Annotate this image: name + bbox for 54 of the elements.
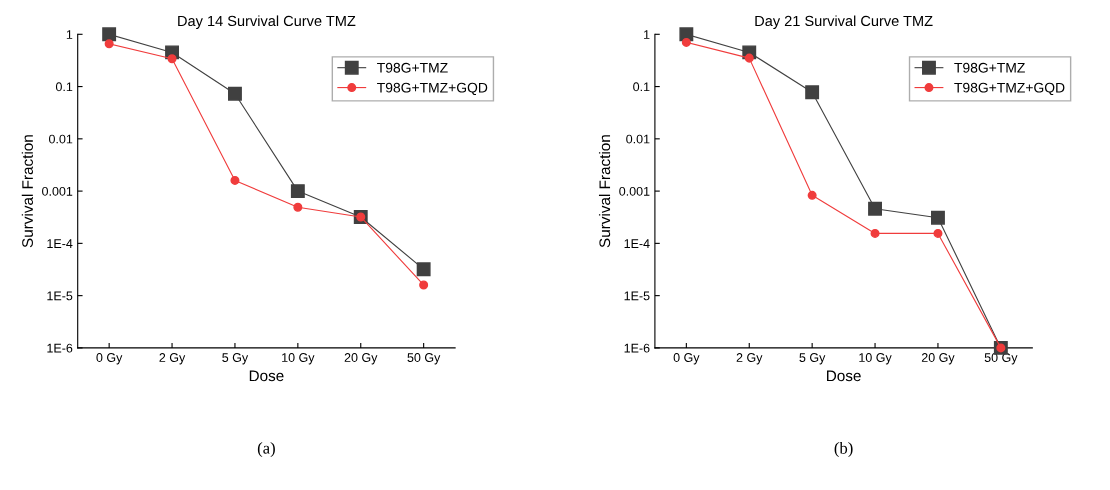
legend-label: T98G+TMZ bbox=[377, 62, 448, 73]
point bbox=[681, 37, 691, 47]
x-tick-label: 50 Gy bbox=[407, 353, 441, 365]
y-tick-label: 1E-4 bbox=[47, 239, 73, 248]
x-tick-label: 20 Gy bbox=[921, 353, 955, 365]
text: (b) bbox=[834, 441, 853, 458]
x-axis-title: Dose bbox=[249, 370, 284, 382]
y-tick-label: 0.01 bbox=[626, 134, 650, 144]
legend-label: T98G+TMZ+GQD bbox=[954, 82, 1065, 96]
y-axis-title: Survival Fraction bbox=[21, 135, 33, 248]
point bbox=[104, 39, 114, 49]
legend-label: T98G+TMZ bbox=[954, 62, 1025, 73]
x-tick-label: 2 Gy bbox=[159, 353, 186, 365]
point bbox=[290, 184, 305, 199]
point bbox=[419, 280, 429, 290]
y-tick-label: 1E-6 bbox=[47, 343, 73, 353]
x-tick-label: 5 Gy bbox=[222, 353, 249, 365]
point bbox=[870, 228, 880, 238]
x-tick-label: 10 Gy bbox=[859, 353, 892, 365]
y-tick-label: 0.1 bbox=[633, 82, 650, 92]
point bbox=[807, 190, 817, 200]
y-tick-label: 1E-4 bbox=[624, 239, 650, 248]
point bbox=[868, 201, 882, 216]
point bbox=[416, 262, 431, 277]
text: (a) bbox=[257, 441, 275, 458]
x-axis-title: Dose bbox=[827, 370, 861, 382]
point bbox=[744, 53, 754, 63]
y-tick-label: 1 bbox=[644, 30, 650, 39]
x-tick-label: 5 Gy bbox=[799, 353, 826, 365]
point bbox=[933, 228, 943, 238]
x-tick-label: 20 Gy bbox=[344, 353, 378, 365]
point bbox=[167, 54, 177, 64]
x-tick-label: 0 Gy bbox=[96, 353, 123, 365]
y-tick-label: 0.001 bbox=[42, 186, 73, 196]
point bbox=[230, 175, 240, 185]
x-tick-label: 0 Gy bbox=[673, 353, 700, 365]
point bbox=[931, 210, 945, 225]
y-tick-label: 0.1 bbox=[55, 82, 73, 92]
y-tick-label: 0.001 bbox=[619, 186, 650, 196]
y-tick-label: 1E-5 bbox=[624, 291, 650, 301]
y-tick-label: 1E-5 bbox=[47, 291, 73, 301]
x-tick-label: 10 Gy bbox=[282, 353, 315, 365]
point bbox=[228, 86, 242, 101]
chart-title: Day 14 Survival Curve TMZ bbox=[178, 15, 356, 29]
y-tick-label: 1E-6 bbox=[624, 343, 650, 353]
legend-label: T98G+TMZ+GQD bbox=[377, 82, 488, 96]
point bbox=[293, 202, 303, 212]
point bbox=[102, 27, 117, 42]
y-tick-label: 1 bbox=[66, 30, 73, 39]
chart-title: Day 21 Survival Curve TMZ bbox=[755, 15, 933, 29]
x-tick-label: 2 Gy bbox=[736, 353, 763, 365]
point bbox=[805, 85, 820, 100]
y-tick-label: 0.01 bbox=[49, 134, 73, 144]
y-axis-title: Survival Fraction bbox=[598, 135, 611, 248]
